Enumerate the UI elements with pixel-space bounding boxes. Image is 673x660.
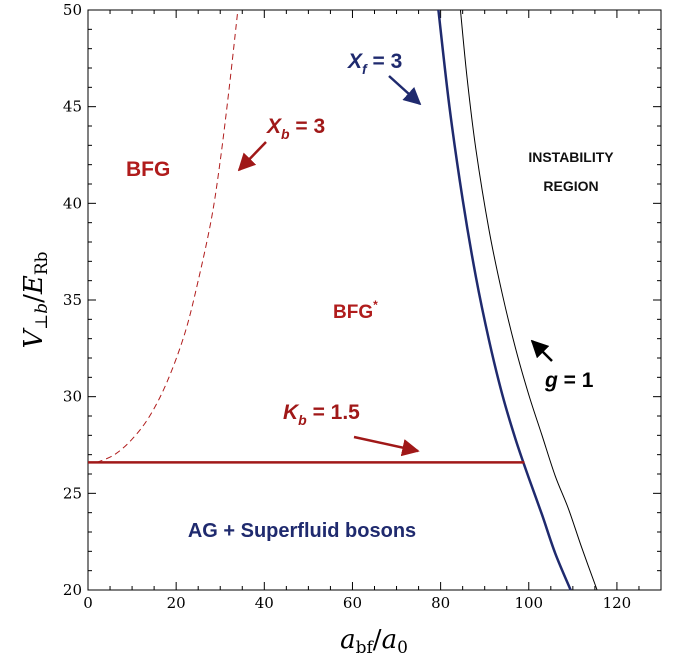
y-tick-label: 20 [63, 581, 82, 599]
kb-arrow [354, 437, 418, 451]
g-arrow [532, 341, 552, 361]
xb-annotation: Xb = 3 [266, 115, 325, 142]
y-tick-label: 40 [63, 194, 82, 212]
bfg-label: BFG [126, 158, 170, 181]
x-tick-label: 20 [167, 594, 186, 612]
series-line-2 [97, 10, 238, 462]
series-group [88, 10, 597, 590]
y-tick-label: 45 [63, 98, 82, 116]
x-tick-label: 120 [603, 594, 632, 612]
bfg-star-label: BFG* [333, 298, 378, 323]
x-axis-title: abf/a0 [340, 625, 408, 658]
x-tick-label: 60 [343, 594, 362, 612]
y-axis-title: V⊥b/ERb [19, 251, 52, 348]
x-tick-label: 0 [83, 594, 93, 612]
x-tick-label: 100 [514, 594, 543, 612]
y-tick-label: 25 [63, 484, 82, 502]
y-tick-label: 50 [63, 1, 82, 19]
x-tick-label: 80 [431, 594, 450, 612]
y-tick-label: 30 [63, 388, 82, 406]
x-tick-label: 40 [255, 594, 274, 612]
y-tick-label: 35 [63, 291, 82, 309]
instability-label-line2: REGION [543, 178, 598, 194]
g-annotation: g = 1 [544, 369, 594, 392]
xb-arrow [239, 142, 266, 170]
kb-annotation: Kb = 1.5 [283, 401, 360, 428]
ag-superfluid-label: AG + Superfluid bosons [188, 520, 416, 542]
series-line-0 [438, 10, 570, 590]
instability-label-line1: INSTABILITY [528, 149, 614, 165]
xf-arrow [389, 76, 420, 104]
xf-annotation: Xf = 3 [347, 50, 402, 77]
